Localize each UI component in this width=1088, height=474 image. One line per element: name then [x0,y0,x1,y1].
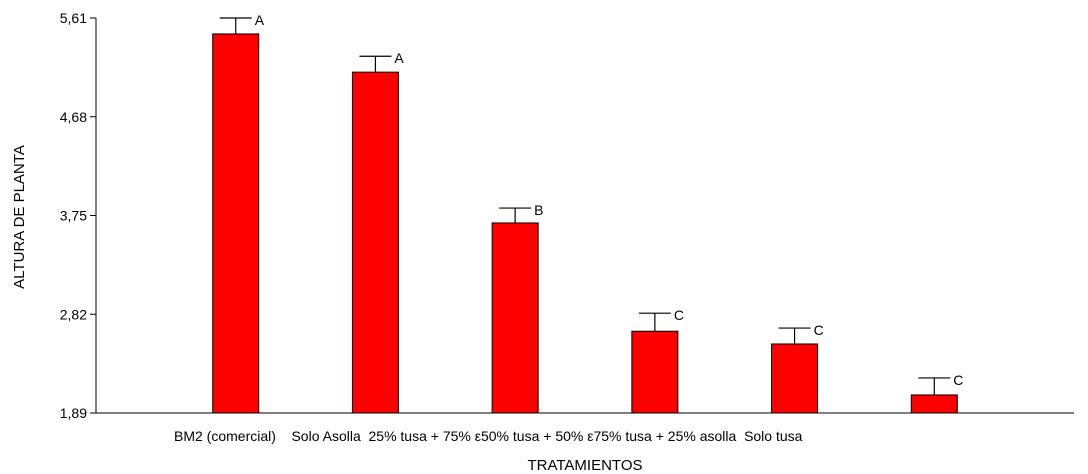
group-letter: B [534,202,543,218]
y-tick-label: 3,75 [60,208,87,224]
y-tick-label: 4,68 [60,109,87,125]
x-axis-title: TRATAMIENTOS [527,457,642,474]
bar [771,343,819,414]
x-category-labels: BM2 (comercial) Solo Asolla 25% tusa + 7… [174,428,803,444]
bar [910,394,958,414]
bars [212,33,958,414]
group-letter: A [394,50,404,66]
group-letter: A [255,12,265,28]
y-axis-title: ALTURA DE PLANTA [11,145,28,289]
group-letter-labels: A A B C C C [255,12,964,388]
bar [631,330,679,414]
group-letter: C [953,372,963,388]
y-axis-ticks: 5,61 4,68 3,75 2,82 1,89 [60,10,96,421]
bar [212,33,260,414]
group-letter: C [674,307,684,323]
y-tick-label: 5,61 [60,10,87,26]
error-bars [219,17,951,395]
y-tick-label: 2,82 [60,306,87,322]
group-letter: C [814,322,824,338]
y-tick-label: 1,89 [60,405,87,421]
bar [351,71,399,414]
bar [491,222,539,414]
